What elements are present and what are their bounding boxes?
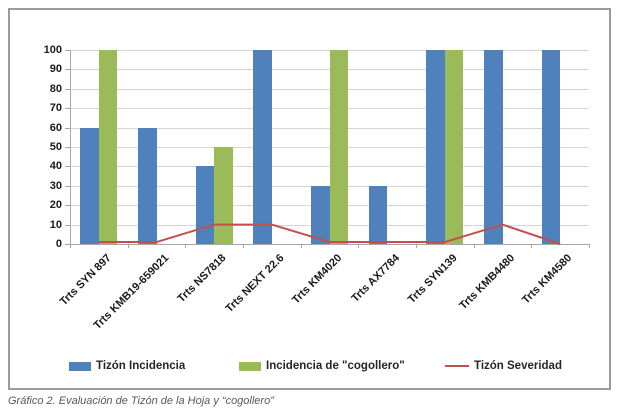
plot-area: 0 10 20 30 40 50 60 70 80 90 100 Trts SYN 897 Trts K… xyxy=(10,10,609,388)
y-axis-tick xyxy=(65,88,70,90)
y-axis-tick xyxy=(65,108,70,110)
x-axis-category-label: Trts SYN139 xyxy=(405,252,460,306)
x-axis-category-label: Trts NS7818 xyxy=(175,252,229,306)
x-axis-tick xyxy=(589,244,590,248)
y-axis-tick-label: 70 xyxy=(49,102,62,115)
x-axis-line xyxy=(65,244,589,245)
legend-swatch-green-bar xyxy=(239,361,261,371)
bar-cogollero-3 xyxy=(214,147,233,244)
y-axis-tick xyxy=(65,50,70,51)
legend-label: Incidencia de "cogollero" xyxy=(266,360,405,372)
bar-cogollero-5 xyxy=(329,50,348,244)
y-axis-tick xyxy=(65,185,70,187)
y-axis-tick xyxy=(65,224,70,226)
y-axis-tick-label: 40 xyxy=(49,160,62,173)
legend-swatch-blue-bar xyxy=(69,361,91,371)
bar-incidencia-5 xyxy=(311,185,330,244)
severity-line-series xyxy=(98,223,561,245)
x-axis-category-label: Trts SYN 897 xyxy=(57,252,114,309)
y-axis-tick-label: 50 xyxy=(49,141,62,153)
x-axis-category-label: Trts KM4020 xyxy=(289,252,344,307)
bar-incidencia-7 xyxy=(426,50,445,244)
x-axis-tick xyxy=(127,244,129,248)
y-axis-tick-label: 0 xyxy=(55,238,62,250)
bar-cogollero-1 xyxy=(98,50,118,244)
y-axis-tick-label: 20 xyxy=(49,199,62,212)
x-axis-tick xyxy=(243,244,244,248)
x-axis-tick xyxy=(416,244,417,248)
x-axis-category-label: Trts AX7784 xyxy=(348,252,402,305)
y-axis-tick-label: 100 xyxy=(43,44,62,56)
legend-swatch-red-line xyxy=(445,365,469,367)
y-axis-tick-label: 60 xyxy=(49,121,62,134)
legend-item-tizon-incidencia: Tizón Incidencia xyxy=(69,358,185,374)
chart-legend: Tizón Incidencia Incidencia de "cogoller… xyxy=(10,358,609,376)
y-axis-tick-label: 90 xyxy=(49,63,62,76)
legend-item-incidencia-cogollero: Incidencia de "cogollero" xyxy=(239,358,405,374)
bar-incidencia-4 xyxy=(253,50,272,244)
legend-label: Tizón Incidencia xyxy=(96,360,186,372)
x-axis-tick xyxy=(300,244,302,248)
x-axis-category-label: Trts KMB4480 xyxy=(457,252,517,312)
bar-incidencia-3 xyxy=(195,166,215,244)
y-axis-tick xyxy=(65,69,70,71)
x-axis-tick xyxy=(185,244,187,248)
legend-item-tizon-severidad: Tizón Severidad xyxy=(445,358,562,374)
y-axis-tick-label: 80 xyxy=(49,82,62,95)
bar-incidencia-9 xyxy=(541,50,561,244)
x-axis-tick xyxy=(473,244,475,248)
x-axis-category-label: Trts NEXT 22.6 xyxy=(223,252,287,315)
bar-cogollero-7 xyxy=(444,50,464,244)
bar-incidencia-2 xyxy=(138,127,157,244)
y-axis-tick xyxy=(65,147,70,148)
bar-incidencia-6 xyxy=(368,185,388,244)
legend-label: Tizón Severidad xyxy=(474,360,562,372)
chart-caption: Gráfico 2. Evaluación de Tizón de la Hoj… xyxy=(8,395,274,407)
y-axis-tick-label: 30 xyxy=(49,179,62,192)
bar-incidencia-8 xyxy=(484,50,503,244)
y-axis-tick xyxy=(65,127,70,129)
y-axis-tick xyxy=(65,205,70,207)
y-axis-tick-label: 10 xyxy=(49,218,62,231)
x-axis-tick xyxy=(531,244,533,248)
x-axis-category-label: Trts KM4580 xyxy=(520,252,575,307)
y-axis-line xyxy=(70,50,71,244)
chart-frame: 0 10 20 30 40 50 60 70 80 90 100 Trts SYN 897 Trts K… xyxy=(8,8,611,390)
x-axis-tick xyxy=(358,244,360,248)
x-axis-tick xyxy=(70,244,71,248)
bar-incidencia-1 xyxy=(80,127,99,244)
y-axis-tick xyxy=(65,166,70,168)
